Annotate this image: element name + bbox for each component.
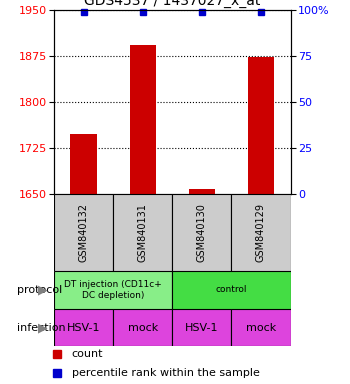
Bar [189, 189, 215, 194]
Title: GDS4537 / 1437027_x_at: GDS4537 / 1437027_x_at [84, 0, 260, 8]
Text: GSM840129: GSM840129 [256, 203, 266, 262]
Text: protocol: protocol [18, 285, 63, 295]
FancyBboxPatch shape [113, 194, 172, 271]
Bar [248, 57, 274, 194]
Text: infection: infection [18, 323, 66, 333]
FancyBboxPatch shape [113, 309, 172, 346]
FancyBboxPatch shape [231, 309, 290, 346]
Text: control: control [216, 285, 247, 295]
FancyBboxPatch shape [172, 309, 231, 346]
Text: mock: mock [128, 323, 158, 333]
Text: mock: mock [246, 323, 276, 333]
FancyBboxPatch shape [172, 271, 290, 309]
FancyBboxPatch shape [54, 271, 172, 309]
Text: ▶: ▶ [38, 321, 47, 334]
FancyBboxPatch shape [231, 194, 290, 271]
FancyBboxPatch shape [172, 194, 231, 271]
Text: ▶: ▶ [38, 283, 47, 296]
Bar [70, 134, 97, 194]
Text: GSM840131: GSM840131 [138, 203, 148, 262]
Text: count: count [72, 349, 103, 359]
FancyBboxPatch shape [54, 194, 113, 271]
Text: percentile rank within the sample: percentile rank within the sample [72, 368, 259, 378]
Bar [130, 45, 156, 194]
Text: GSM840132: GSM840132 [79, 203, 89, 262]
Text: HSV-1: HSV-1 [67, 323, 100, 333]
Text: HSV-1: HSV-1 [185, 323, 219, 333]
Text: GSM840130: GSM840130 [197, 203, 207, 262]
Text: DT injection (CD11c+
DC depletion): DT injection (CD11c+ DC depletion) [64, 280, 162, 300]
FancyBboxPatch shape [54, 309, 113, 346]
